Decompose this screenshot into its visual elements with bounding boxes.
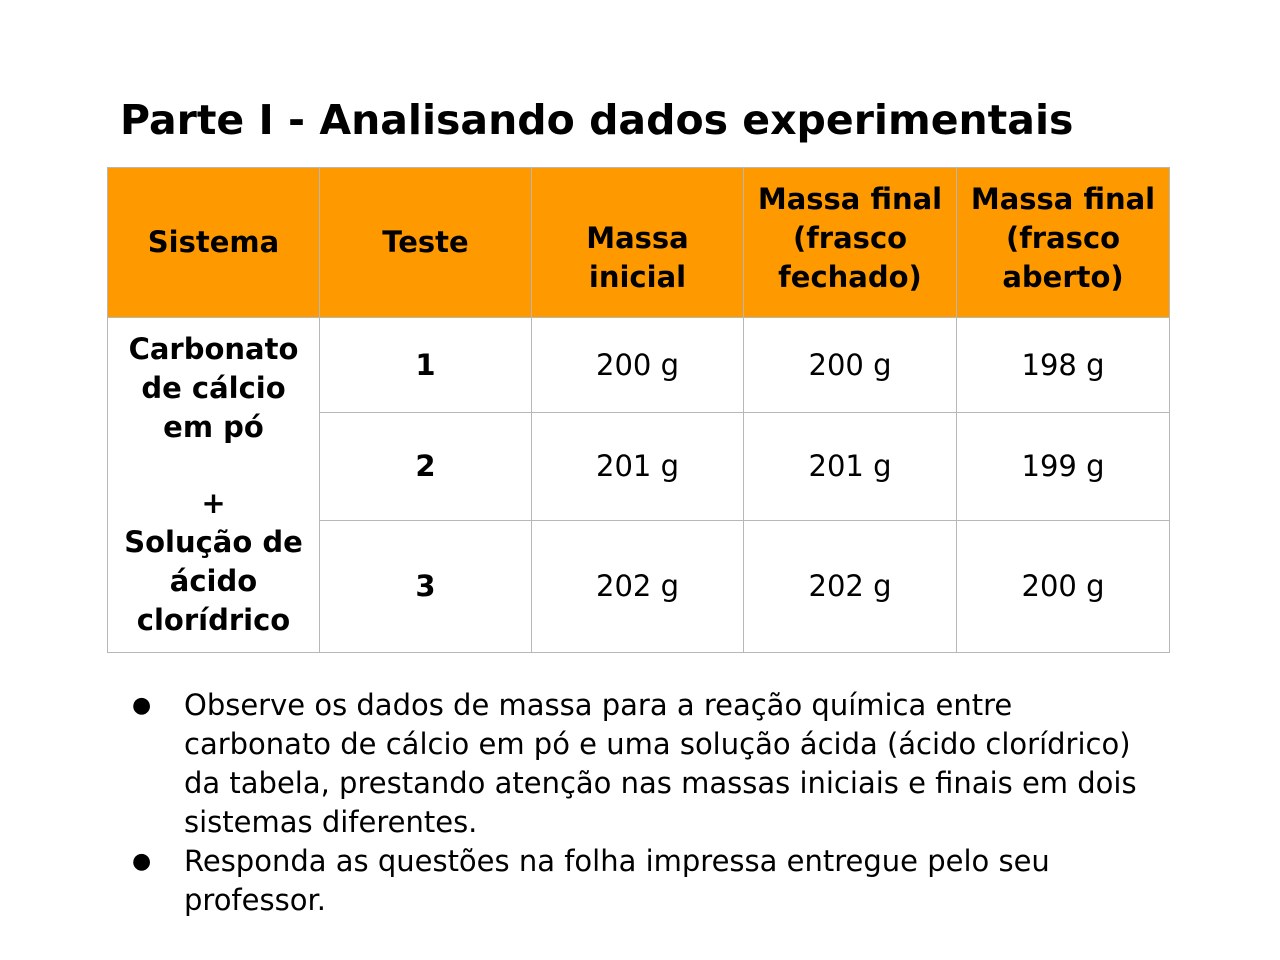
table-header-row: Sistema Teste Massa inicial Massa final … — [107, 167, 1170, 318]
table-row: 3 202 g 202 g 200 g — [108, 520, 1170, 653]
mass-data-table: Sistema Teste Massa inicial Massa final … — [107, 167, 1170, 653]
cell-teste: 1 — [319, 317, 532, 413]
system-reagent-2: Solução de ácido clorídrico — [124, 525, 303, 637]
cell-massa-final-fechado: 201 g — [743, 412, 957, 521]
table-row: Carbonato de cálcio em pó + Solução de á… — [107, 317, 1170, 653]
cell-teste: 2 — [319, 412, 532, 521]
list-item: ● Responda as questões na folha impressa… — [132, 842, 1162, 920]
page-title: Parte I - Analisando dados experimentais — [120, 96, 1074, 144]
list-item: ● Observe os dados de massa para a reaçã… — [132, 686, 1162, 842]
cell-massa-final-aberto: 199 g — [956, 412, 1170, 521]
header-massa-inicial: Massa inicial — [531, 167, 744, 318]
cell-massa-final-aberto: 198 g — [956, 317, 1170, 413]
cell-massa-inicial: 201 g — [531, 412, 744, 521]
cell-massa-inicial: 202 g — [531, 520, 744, 653]
cell-massa-final-aberto: 200 g — [956, 520, 1170, 653]
instruction-text: Observe os dados de massa para a reação … — [184, 688, 1137, 839]
instruction-text: Responda as questões na folha impressa e… — [184, 844, 1050, 917]
header-teste: Teste — [319, 167, 532, 318]
instructions-list: ● Observe os dados de massa para a reaçã… — [132, 686, 1162, 920]
table-row: 2 201 g 201 g 199 g — [108, 412, 1170, 521]
cell-massa-final-fechado: 200 g — [743, 317, 957, 413]
system-plus: + — [201, 486, 226, 520]
header-massa-final-fechado: Massa final (frasco fechado) — [743, 167, 957, 318]
cell-massa-inicial: 200 g — [531, 317, 744, 413]
system-cell: Carbonato de cálcio em pó + Solução de á… — [107, 317, 320, 653]
cell-massa-final-fechado: 202 g — [743, 520, 957, 653]
cell-teste: 3 — [319, 520, 532, 653]
bullet-icon: ● — [132, 693, 152, 718]
bullet-icon: ● — [132, 849, 152, 874]
header-sistema: Sistema — [107, 167, 320, 318]
system-reagent-1: Carbonato de cálcio em pó — [128, 332, 299, 444]
header-massa-final-aberto: Massa final (frasco aberto) — [956, 167, 1170, 318]
